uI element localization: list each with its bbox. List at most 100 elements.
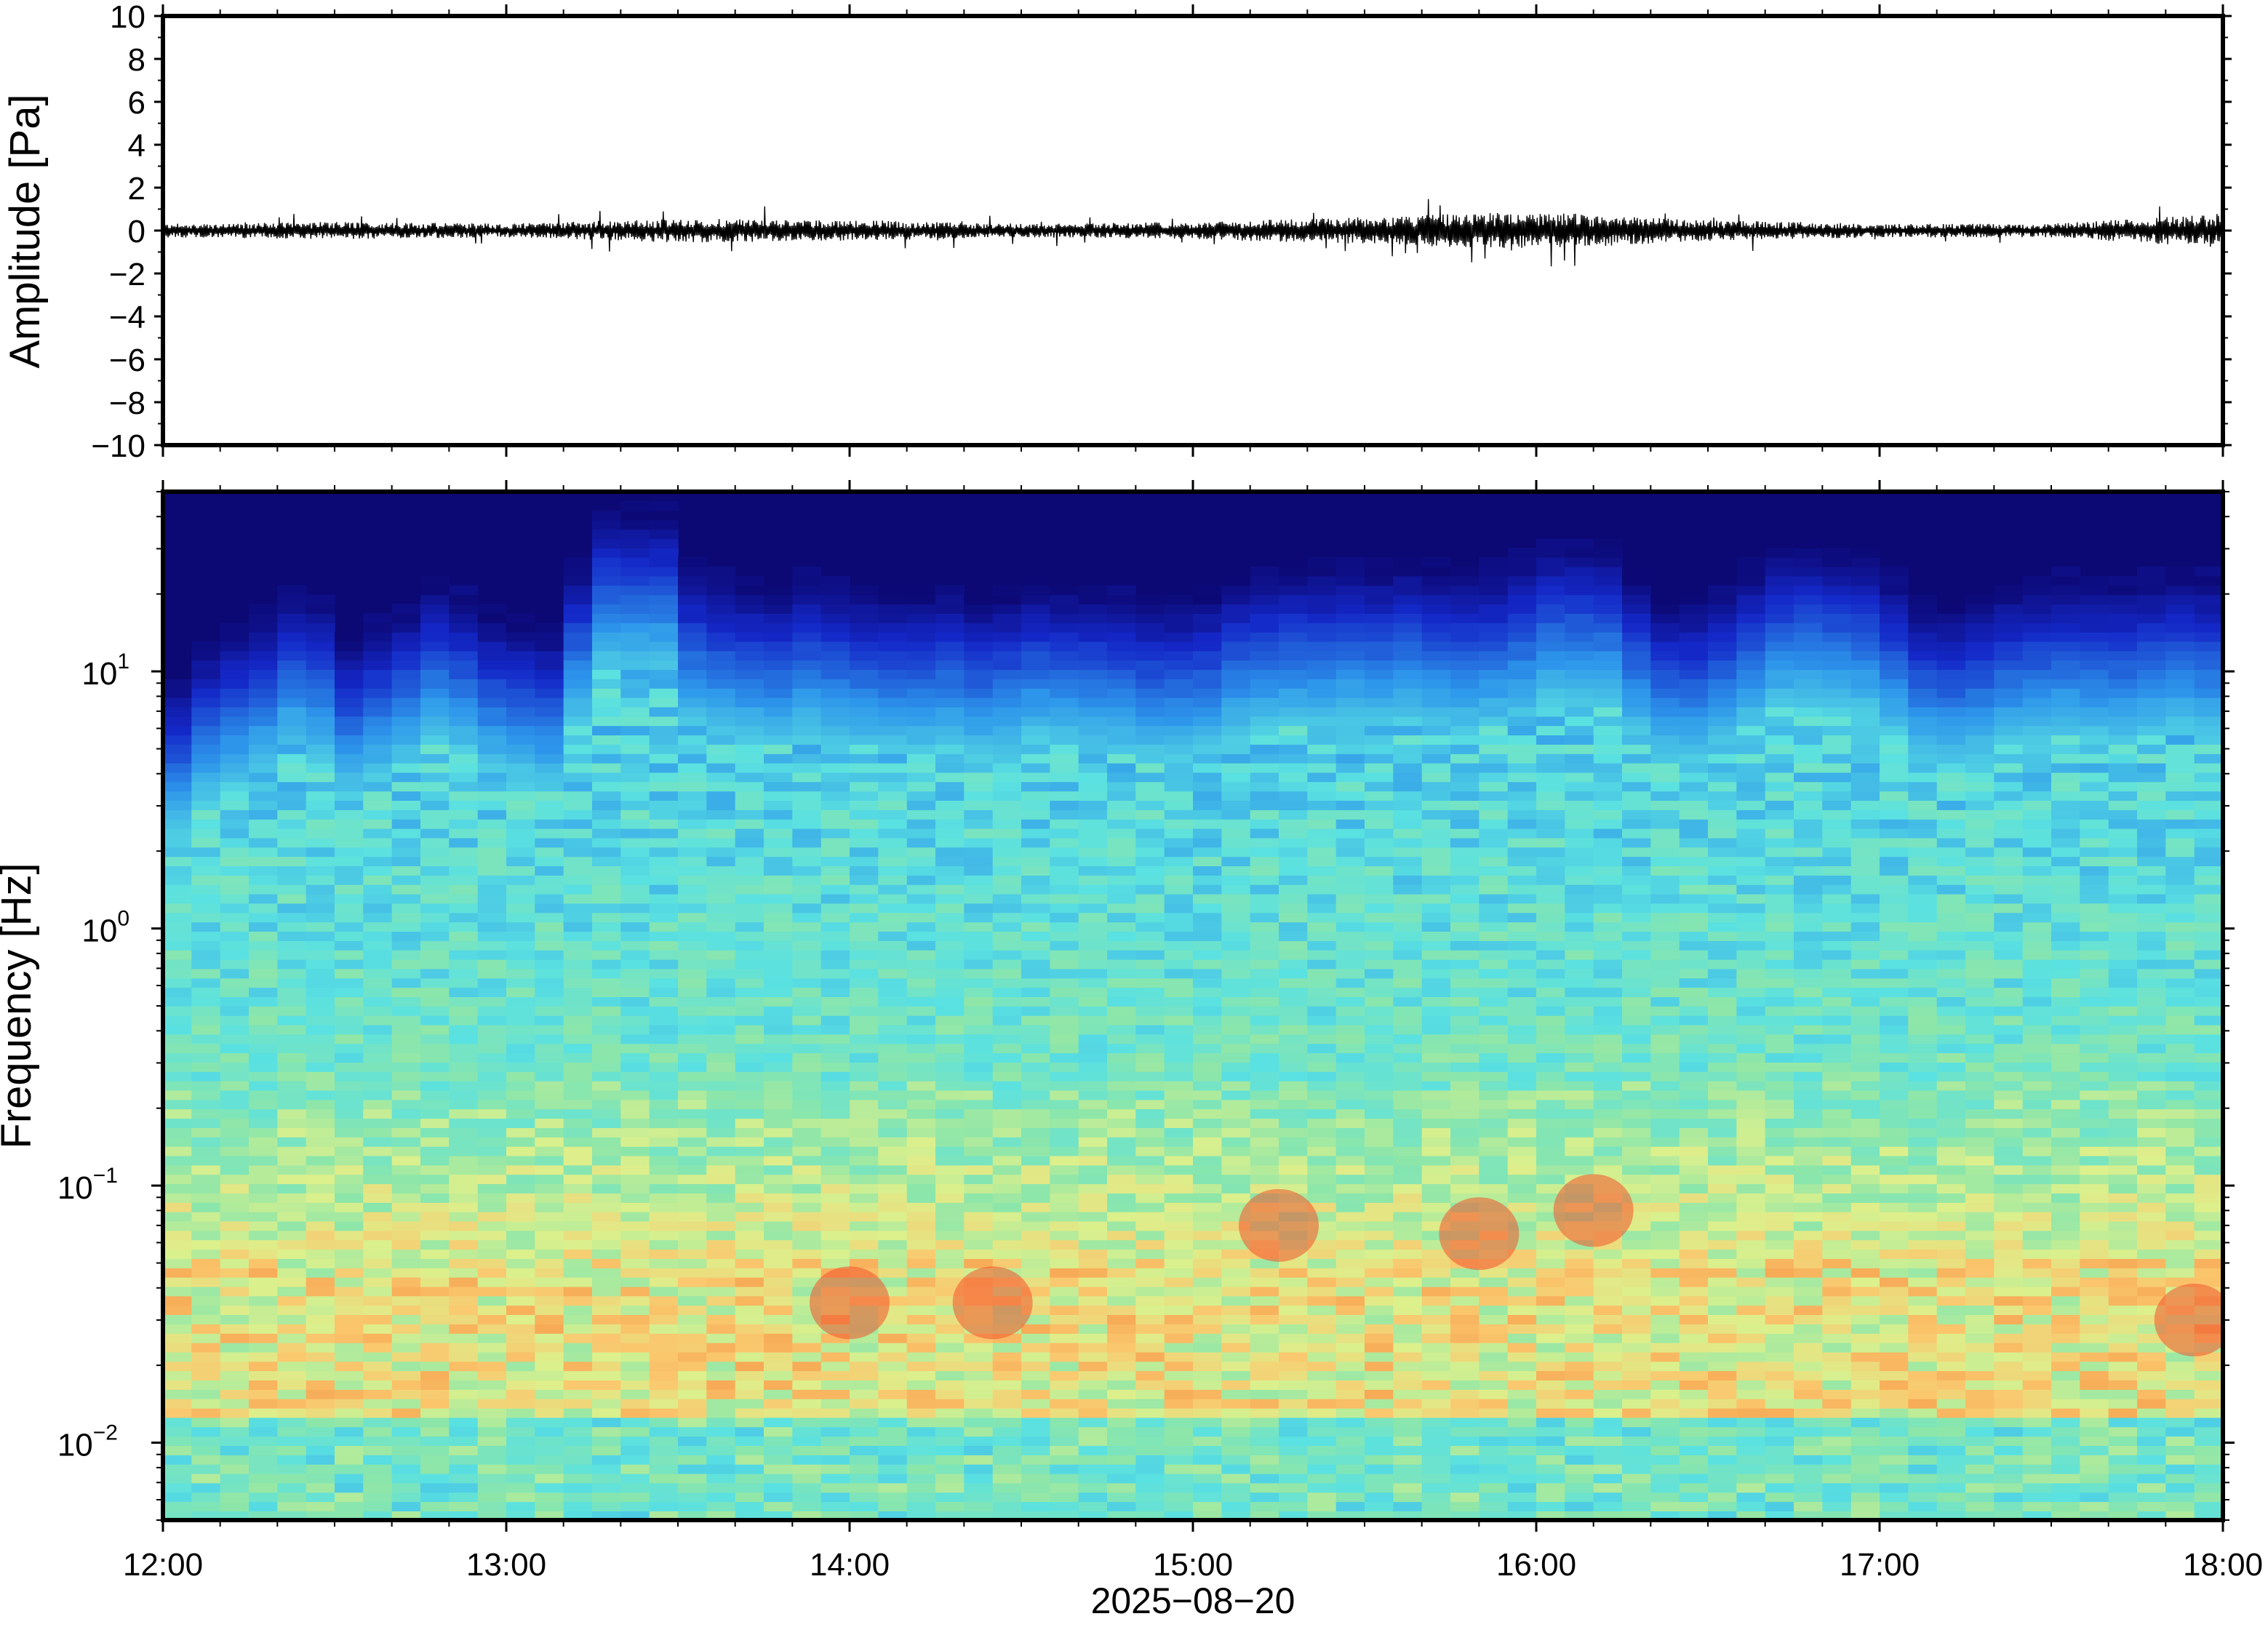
spectrogram-cell — [1307, 623, 1336, 633]
spectrogram-cell — [935, 856, 965, 866]
spectrogram-cell — [964, 753, 993, 764]
spectrogram-cell — [993, 1352, 1022, 1362]
spectrogram-cell — [191, 1015, 220, 1026]
spectrogram-cell — [964, 707, 993, 717]
spectrogram-cell — [1107, 585, 1136, 596]
spectrogram-cell — [706, 1006, 735, 1016]
spectrogram-cell — [363, 1165, 392, 1175]
spectrogram-cell — [1336, 996, 1365, 1007]
spectrogram-cell — [392, 744, 421, 754]
spectrogram-cell — [1307, 576, 1336, 586]
spectrogram-cell — [650, 838, 679, 848]
spectrogram-cell — [191, 1427, 220, 1437]
spectrogram-cell — [1250, 913, 1279, 923]
spectrogram-cell — [1336, 1501, 1365, 1511]
spectrogram-cell — [678, 1108, 707, 1119]
spectrogram-cell — [1508, 1025, 1537, 1035]
spectrogram-cell — [1107, 884, 1136, 895]
spectrogram-cell — [1279, 1427, 1308, 1437]
spectrogram-cell — [1135, 594, 1165, 604]
spectrogram-cell — [1135, 1108, 1165, 1119]
spectrogram-cell — [277, 1127, 306, 1138]
spectrogram-cell — [1365, 1305, 1394, 1315]
spectrogram-cell — [1079, 744, 1108, 754]
spectrogram-cell — [1307, 884, 1336, 895]
spectrogram-cell — [392, 1362, 421, 1372]
spectrogram-cell — [1250, 623, 1279, 633]
spectrogram-cell — [1135, 1006, 1165, 1016]
spectrogram-cell — [1107, 1202, 1136, 1212]
spectrogram-cell — [1135, 1212, 1165, 1222]
spectrogram-cell — [420, 576, 450, 586]
spectrogram-cell — [306, 1287, 335, 1297]
spectrogram-cell — [363, 828, 392, 839]
spectrogram-cell — [535, 1324, 564, 1334]
spectrogram-cell — [191, 697, 220, 708]
spectrogram-cell — [1336, 623, 1365, 633]
spectrogram-cell — [392, 613, 421, 623]
spectrogram-cell — [935, 1258, 965, 1268]
spectrogram-cell — [449, 1427, 478, 1437]
spectrogram-cell — [650, 1343, 679, 1353]
spectrogram-cell — [650, 791, 679, 801]
spectrogram-cell — [764, 875, 793, 885]
spectrogram-cell — [735, 1090, 764, 1100]
spectrogram-cell — [335, 1362, 364, 1372]
spectrogram-cell — [678, 978, 707, 988]
spectrogram-cell — [1450, 819, 1480, 829]
spectrogram-cell — [249, 866, 278, 876]
spectrogram-cell — [1450, 1118, 1480, 1128]
spectrogram-cell — [363, 1501, 392, 1511]
spectrogram-cell — [1422, 1174, 1451, 1184]
spectrogram-cell — [620, 594, 650, 604]
spectrogram-cell — [564, 1277, 593, 1287]
spectrogram-cell — [678, 931, 707, 941]
spectrogram-cell — [1050, 884, 1079, 895]
spectrogram-cell — [1050, 613, 1079, 623]
spectrogram-cell — [735, 1380, 764, 1390]
spectrogram-cell — [1021, 1362, 1050, 1372]
spectrogram-cell — [1508, 1258, 1537, 1268]
spectrogram-cell — [478, 856, 507, 866]
spectrogram-cell — [1165, 1501, 1194, 1511]
spectrogram-cell — [993, 866, 1022, 876]
spectrogram-cell — [1365, 1464, 1394, 1474]
spectrogram-cell — [1250, 1277, 1279, 1287]
spectrogram-cell — [706, 1296, 735, 1306]
spectrogram-cell — [935, 978, 965, 988]
spectrogram-cell — [850, 623, 879, 633]
spectrogram-cell — [1422, 697, 1451, 708]
spectrogram-cell — [277, 613, 306, 623]
spectrogram-cell — [1365, 1418, 1394, 1428]
spectrogram-cell — [335, 866, 364, 876]
spectrogram-cell — [650, 1277, 679, 1287]
spectrogram-cell — [249, 707, 278, 717]
spectrogram-cell — [1279, 950, 1308, 960]
spectrogram-cell — [1050, 679, 1079, 689]
spectrogram-cell — [363, 809, 392, 820]
spectrogram-cell — [392, 791, 421, 801]
spectrogram-cell — [277, 1212, 306, 1222]
spectrogram-cell — [1336, 838, 1365, 848]
spectrogram-cell — [220, 1090, 249, 1100]
spectrogram-cell — [1422, 894, 1451, 904]
spectrogram-cell — [1050, 1408, 1079, 1418]
spectrogram-cell — [449, 1174, 478, 1184]
spectrogram-cell — [964, 950, 993, 960]
spectrogram-cell — [1250, 903, 1279, 914]
spectrogram-cell — [1365, 1287, 1394, 1297]
spectrogram-cell — [620, 529, 650, 539]
spectrogram-cell — [1336, 847, 1365, 858]
spectrogram-cell — [1193, 894, 1222, 904]
spectrogram-cell — [191, 950, 220, 960]
spectrogram-cell — [620, 763, 650, 773]
spectrogram-cell — [792, 632, 821, 642]
spectrogram-cell — [1479, 623, 1508, 633]
spectrogram-cell — [878, 1231, 907, 1241]
spectrogram-cell — [535, 996, 564, 1007]
spectrogram-cell — [420, 1389, 450, 1399]
spectrogram-cell — [1536, 1418, 1565, 1428]
spectrogram-cell — [1050, 1418, 1079, 1428]
spectrogram-cell — [535, 1370, 564, 1380]
spectrogram-cell — [650, 1455, 679, 1465]
